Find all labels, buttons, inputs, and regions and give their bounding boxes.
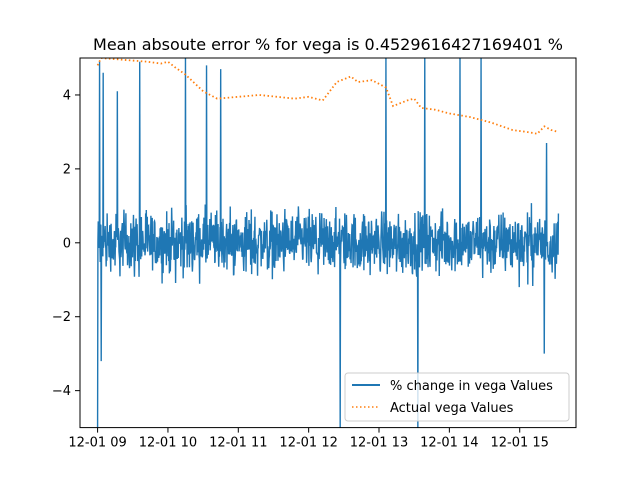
y-tick-label: 4 <box>63 88 71 103</box>
plot-area <box>96 58 560 428</box>
x-tick-label: 12-01 12 <box>279 436 337 451</box>
legend-box <box>344 372 570 422</box>
x-tick-label: 12-01 14 <box>420 436 478 451</box>
x-tick-label: 12-01 13 <box>350 436 408 451</box>
legend-label-change: % change in vega Values <box>390 379 553 394</box>
legend-label-actual: Actual vega Values <box>390 401 514 416</box>
x-tick-label: 12-01 09 <box>68 436 126 451</box>
y-tick-label: 2 <box>63 162 71 177</box>
x-tick-label: 12-01 15 <box>490 436 548 451</box>
legend: % change in vega Values Actual vega Valu… <box>344 372 570 422</box>
series-line-change <box>96 58 560 428</box>
y-tick-label: −2 <box>52 310 71 325</box>
x-tick-label: 12-01 11 <box>209 436 267 451</box>
x-tick-label: 12-01 10 <box>139 436 197 451</box>
x-axis: 12-01 09 12-01 10 12-01 11 12-01 12 12-01 13… <box>68 427 549 451</box>
y-tick-label: 0 <box>63 236 71 251</box>
y-axis: −4 −2 0 2 4 <box>52 88 80 399</box>
y-tick-label: −4 <box>52 384 71 399</box>
chart-title: Mean absoute error % for vega is 0.45296… <box>93 35 563 54</box>
